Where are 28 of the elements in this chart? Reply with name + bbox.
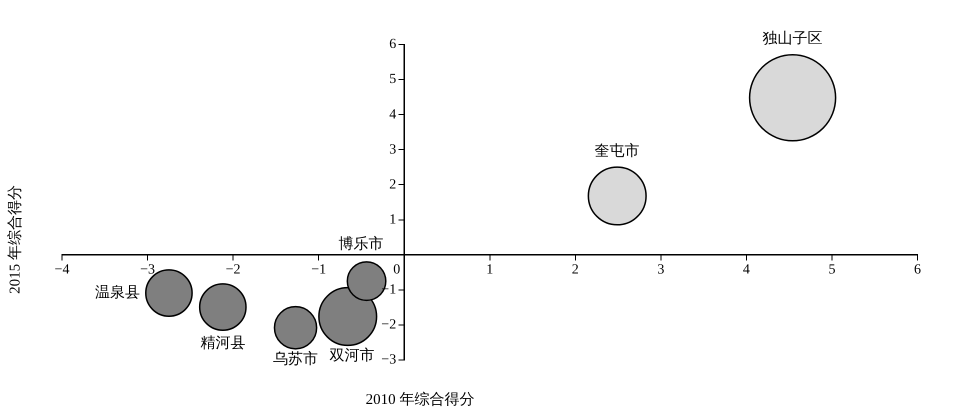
- y-tick-label: 2: [389, 177, 396, 192]
- y-tick-label: 3: [389, 142, 396, 158]
- series-label: 双河市: [330, 346, 375, 364]
- y-axis-title: 2015 年综合得分: [6, 184, 24, 296]
- y-tick-label: −3: [381, 352, 396, 368]
- x-tick-label: 5: [828, 262, 836, 278]
- y-tick-label: −2: [381, 318, 396, 333]
- y-tick-label: 5: [389, 72, 396, 88]
- y-tick-label: 1: [389, 212, 396, 228]
- series-label: 独山子区: [762, 30, 823, 48]
- series-label: 奎屯市: [594, 142, 640, 160]
- series-label: 博乐市: [338, 235, 384, 252]
- y-tick-label: 4: [389, 107, 396, 122]
- x-tick-label: 4: [742, 262, 750, 278]
- x-tick-label: −2: [226, 262, 241, 278]
- x-tick-label: 3: [657, 262, 664, 278]
- x-tick-label: −1: [311, 262, 326, 278]
- x-axis-title: 2010 年综合得分: [364, 390, 476, 409]
- x-tick-label: −3: [140, 262, 156, 278]
- x-tick-label: 6: [914, 262, 921, 278]
- x-tick-label: −4: [54, 262, 70, 278]
- x-tick-label: 1: [486, 262, 494, 278]
- x-tick-label: 2: [572, 262, 579, 278]
- series-label: 温泉县: [94, 284, 140, 301]
- series-label: 乌苏市: [273, 350, 318, 368]
- x-tick-label: 0: [393, 262, 400, 278]
- y-tick-label: 6: [389, 37, 396, 52]
- series-label: 精河县: [200, 334, 246, 352]
